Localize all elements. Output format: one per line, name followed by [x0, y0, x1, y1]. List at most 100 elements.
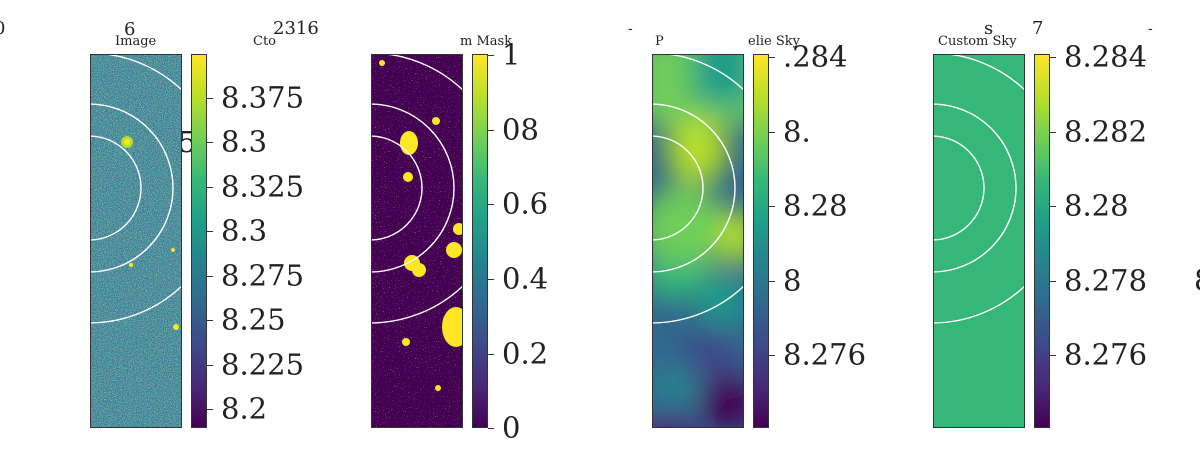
colorbar-tick-mark: [1050, 206, 1056, 207]
colorbar-tick-label: 8.28: [783, 188, 848, 223]
image-colorbar: [191, 54, 207, 428]
sky-patch: [679, 331, 743, 379]
colorbar-tick-label: 8.25: [221, 302, 286, 337]
annulus-outer: [653, 103, 736, 273]
colorbar-tick-label: 8.282: [1064, 114, 1148, 149]
colorbar-tick-mark: [207, 365, 213, 366]
panel-title-photutils-sky: P: [655, 34, 664, 49]
mask-blob: [379, 60, 385, 66]
custom-sky-background: [934, 55, 1024, 427]
colorbar-tick-mark: [488, 428, 494, 429]
colorbar-tick-mark: [488, 354, 494, 355]
colorbar-tick-label: 8.28: [1064, 188, 1129, 223]
colorbar-tick-mark: [1050, 281, 1056, 282]
colorbar-tick-mark: [488, 130, 494, 131]
panel-title-mask: m Mask: [460, 34, 513, 49]
image-heatmap: [91, 55, 181, 427]
stray-label: 7: [1032, 18, 1044, 39]
colorbar-tick-label: 8.276: [783, 337, 867, 372]
colorbar-tick-mark: [1050, 132, 1056, 133]
colorbar-tick-mark: [207, 320, 213, 321]
mask-blob: [402, 338, 410, 346]
colorbar-tick-label: 8.278: [1064, 263, 1148, 298]
colorbar-tick-mark: [1050, 57, 1056, 58]
mask-blob: [400, 131, 418, 155]
stray-label: 8: [1194, 266, 1200, 295]
colorbar-tick-mark: [207, 276, 213, 277]
stray-label: -: [1148, 21, 1153, 37]
colorbar-tick-label: 0.2: [502, 336, 549, 371]
colorbar-tick-mark: [207, 142, 213, 143]
colorbar-tick-label: 0.4: [502, 261, 549, 296]
image-panel: [90, 54, 182, 428]
stray-label: 0: [0, 20, 5, 38]
stray-label: s: [984, 18, 994, 39]
colorbar-tick-mark: [488, 55, 494, 56]
colorbar-tick-label: 8.2: [221, 391, 268, 426]
colorbar-tick-label: 8.3: [221, 213, 268, 248]
colorbar-tick-label: 08: [502, 112, 539, 147]
colorbar-tick-mark: [769, 355, 775, 356]
source-blob: [124, 139, 130, 145]
colorbar-label-photutils-sky: elie Sky: [748, 34, 800, 49]
colorbar-tick-mark: [207, 409, 213, 410]
source-blob: [171, 248, 175, 252]
mask-blob: [432, 117, 440, 125]
mask-blob: [435, 385, 441, 391]
colorbar-tick-label: 8.3: [221, 124, 268, 159]
mask-panel: [371, 54, 463, 428]
mask-blob: [453, 223, 462, 235]
colorbar-tick-label: 8.276: [1064, 337, 1148, 372]
colorbar-tick-mark: [769, 281, 775, 282]
image-noise-layer: [91, 55, 181, 427]
stray-label: -: [628, 21, 633, 37]
stray-label: 6: [124, 19, 136, 40]
colorbar-tick-label: 8.375: [221, 80, 305, 115]
custom-sky-colorbar: [1034, 54, 1050, 428]
colorbar-tick-mark: [207, 98, 213, 99]
sky-patch: [727, 303, 743, 343]
colorbar-tick-label: 8: [783, 263, 802, 298]
source-blob: [173, 324, 179, 330]
photutils-sky-heatmap: [653, 55, 743, 427]
stray-label: 2316: [273, 18, 319, 39]
sky-patch: [701, 375, 743, 427]
annulus-outer: [372, 103, 455, 273]
mask-blob: [446, 242, 462, 258]
colorbar-tick-label: 8.325: [221, 169, 305, 204]
annulus-inner: [372, 135, 423, 241]
colorbar-label-image: Cto: [253, 34, 276, 49]
colorbar-tick-mark: [1050, 355, 1056, 356]
custom-sky-heatmap: [934, 55, 1024, 427]
colorbar-tick-label: 8.225: [221, 347, 305, 382]
colorbar-tick-mark: [488, 204, 494, 205]
colorbar-tick-mark: [769, 206, 775, 207]
colorbar-tick-mark: [207, 231, 213, 232]
sky-patch: [653, 185, 728, 275]
annulus-inner: [91, 135, 142, 241]
sky-patch: [719, 209, 743, 265]
colorbar-tick-mark: [769, 57, 775, 58]
colorbar-tick-mark: [488, 279, 494, 280]
mask-blob: [403, 172, 413, 182]
annulus-outer: [91, 103, 174, 273]
annulus-outer: [934, 103, 1017, 273]
colorbar-tick-label: 0: [502, 410, 521, 445]
source-blob: [129, 263, 133, 267]
colorbar-tick-label: 8.: [783, 114, 811, 149]
panel-title-image: Image: [115, 34, 157, 49]
sky-patch: [665, 116, 729, 184]
colorbar-tick-mark: [207, 187, 213, 188]
annulus-inner: [653, 135, 704, 241]
colorbar-tick-label: 0.6: [502, 186, 549, 221]
sky-patch: [653, 363, 697, 407]
photutils-sky-colorbar: [753, 54, 769, 428]
colorbar-tick-label: 8.275: [221, 258, 305, 293]
mask-speckle: [372, 55, 462, 427]
mask-blob: [412, 263, 426, 277]
mask-blob: [442, 307, 462, 347]
annulus-inner: [934, 135, 985, 241]
custom-sky-panel: [933, 54, 1025, 428]
colorbar-tick-mark: [769, 132, 775, 133]
colorbar-tick-label: 8.284: [1064, 39, 1148, 74]
